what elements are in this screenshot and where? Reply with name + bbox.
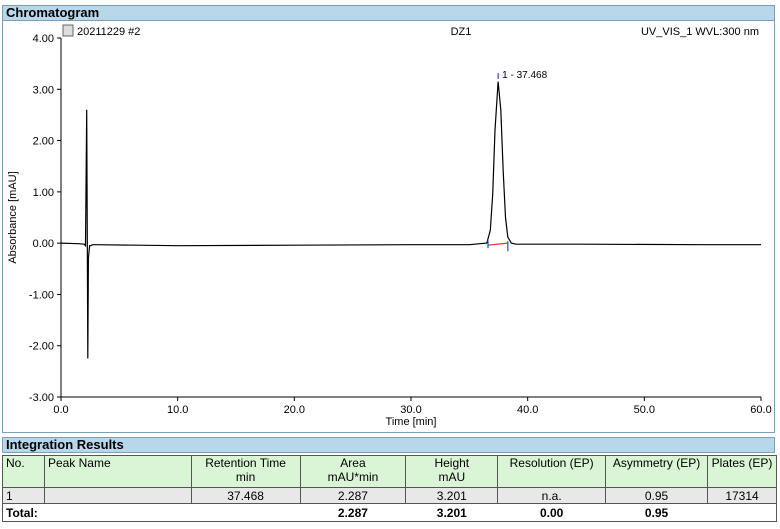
header-area: Area mAU*min <box>299 455 407 488</box>
integration-results-table: No. Peak Name Retention Time min Area mAU*… <box>2 455 777 522</box>
total-asymmetry: 0.95 <box>605 503 708 522</box>
cell-asymmetry: 0.95 <box>605 487 709 504</box>
chromatogram-chart: 4.00 3.00 2.00 1.00 0.00 -1.00 -2.00 -3.000.0 10… <box>7 24 772 428</box>
header-peak-name: Peak Name <box>43 455 192 488</box>
report-icon <box>62 24 74 37</box>
header-no: No. <box>2 455 45 488</box>
total-row: Total: 2.287 3.201 0.00 0.95 <box>2 503 777 522</box>
total-resolution: 0.00 <box>497 503 606 522</box>
chromatogram-section-title: Chromatogram <box>2 5 775 21</box>
chart-header-center: DZ1 <box>451 26 472 38</box>
y-tick-label: -1.00 <box>29 289 54 301</box>
chromatogram-panel: 4.00 3.00 2.00 1.00 0.00 -1.00 -2.00 -3.00 0.0 10… <box>2 20 775 433</box>
total-plates <box>707 503 777 522</box>
y-tick-label: 3.00 <box>33 84 54 96</box>
header-height: Height mAU <box>405 455 499 488</box>
cell-no: 1 <box>2 487 45 504</box>
baseline-segment <box>487 242 508 246</box>
x-tick-label: 0.0 <box>53 404 68 416</box>
peak-label: 1 - 37.468 <box>502 70 547 81</box>
total-label: Total: <box>2 503 192 522</box>
y-tick-label: -3.00 <box>29 392 54 404</box>
y-axis-label: Absorbance [mAU] <box>7 171 19 263</box>
cell-area: 2.287 <box>299 487 407 504</box>
chart-header-right: UV_VIS_1 WVL:300 nm <box>641 26 759 38</box>
cell-resolution: n.a. <box>497 487 607 504</box>
y-tick-label: 0.00 <box>33 238 54 250</box>
cell-plates: 17314 <box>707 487 777 504</box>
header-asymmetry: Asymmetry (EP) <box>605 455 709 488</box>
cell-peak-name <box>43 487 192 504</box>
table-row: 1 37.468 2.287 3.201 n.a. 0.95 17314 <box>2 487 777 504</box>
x-axis-label: Time [min] <box>386 416 437 428</box>
x-tick-label: 20.0 <box>284 404 305 416</box>
total-retention-time <box>191 503 301 522</box>
y-tick-label: 4.00 <box>33 33 54 45</box>
cell-height: 3.201 <box>405 487 499 504</box>
x-tick-label: 30.0 <box>400 404 421 416</box>
total-height: 3.201 <box>405 503 498 522</box>
x-tick-label: 10.0 <box>167 404 188 416</box>
results-header-row: No. Peak Name Retention Time min Area mAU*… <box>2 455 777 488</box>
cell-retention-time: 37.468 <box>190 487 301 504</box>
chromatogram-trace <box>60 81 761 359</box>
y-tick-label: -2.00 <box>29 341 54 353</box>
chart-header-left: 20211229 #2 <box>77 26 140 38</box>
x-tick-label: 60.0 <box>750 404 771 416</box>
header-retention-time: Retention Time min <box>190 455 301 488</box>
header-plates: Plates (EP) <box>707 455 777 488</box>
x-tick-label: 50.0 <box>634 404 655 416</box>
y-tick-label: 2.00 <box>33 136 54 148</box>
header-resolution: Resolution (EP) <box>497 455 607 488</box>
total-area: 2.287 <box>300 503 406 522</box>
integration-section-title: Integration Results <box>2 437 775 453</box>
y-tick-label: 1.00 <box>33 187 54 199</box>
x-tick-label: 40.0 <box>517 404 538 416</box>
